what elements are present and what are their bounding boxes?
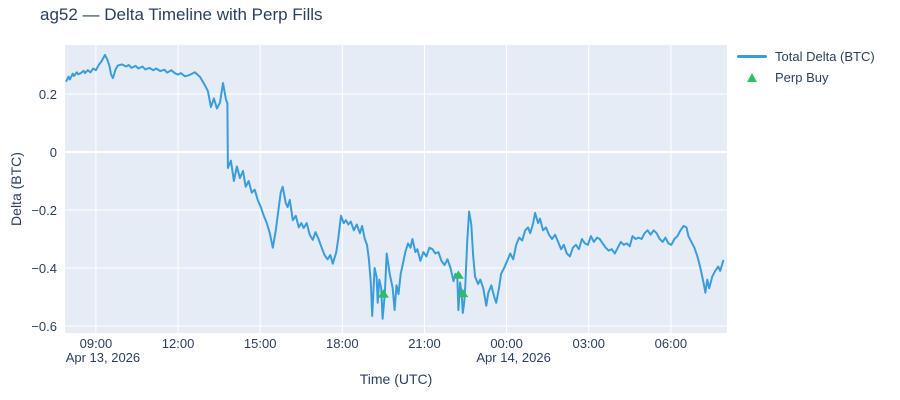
y-tick-label: −0.6 [31, 318, 57, 334]
total-delta-line-series[interactable] [65, 53, 725, 320]
plot-canvas[interactable] [65, 45, 727, 333]
x-tick-label: 00:00 [490, 336, 523, 351]
perp-buy-marker[interactable] [377, 289, 389, 298]
legend-item-label: Perp Buy [775, 70, 829, 85]
y-tick-label: 0 [49, 144, 57, 160]
x-axis-date-label: Apr 14, 2026 [476, 350, 551, 365]
x-axis-title: Time (UTC) [359, 371, 433, 387]
legend-item-perp-buy[interactable]: Perp Buy [737, 67, 875, 88]
x-tick-label: 06:00 [654, 336, 688, 351]
x-tick-label: 03:00 [572, 336, 606, 351]
y-tick-label: 0.2 [38, 86, 57, 102]
x-tick-label: 15:00 [243, 336, 277, 351]
chart-title: ag52 — Delta Timeline with Perp Fills [40, 5, 323, 24]
x-tick-label: 12:00 [161, 336, 195, 351]
legend-item-total-delta[interactable]: Total Delta (BTC) [737, 46, 875, 67]
x-axis-date-label: Apr 13, 2026 [65, 350, 141, 365]
x-tick-label: 09:00 [79, 336, 113, 351]
legend-item-label: Total Delta (BTC) [775, 49, 875, 64]
perp-buy-marker[interactable] [452, 270, 464, 279]
legend-triangle-swatch [737, 73, 767, 82]
perp-buy-marker[interactable] [457, 288, 469, 298]
y-tick-label: −0.2 [31, 202, 57, 218]
legend: Total Delta (BTC) Perp Buy [737, 46, 875, 88]
y-tick-label: −0.4 [31, 260, 57, 276]
triangle-up-icon [747, 73, 757, 82]
x-tick-label: 18:00 [326, 336, 359, 351]
plot-area[interactable] [65, 45, 727, 333]
legend-line-swatch [737, 55, 767, 58]
x-tick-label: 21:00 [408, 336, 441, 351]
